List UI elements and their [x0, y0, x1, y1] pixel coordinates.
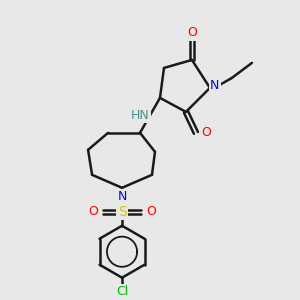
- Text: Cl: Cl: [116, 285, 128, 298]
- Text: O: O: [201, 126, 211, 139]
- Text: O: O: [187, 26, 197, 40]
- Text: N: N: [117, 190, 127, 203]
- Text: O: O: [88, 205, 98, 218]
- Text: S: S: [118, 205, 126, 219]
- Text: O: O: [146, 205, 156, 218]
- Text: HN: HN: [130, 109, 149, 122]
- Text: N: N: [210, 80, 220, 92]
